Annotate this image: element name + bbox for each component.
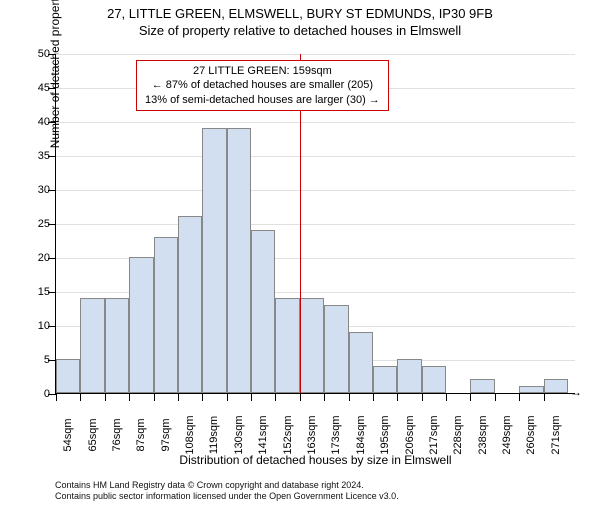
histogram-bar [519, 386, 543, 393]
x-tick [80, 393, 81, 401]
annotation-box: 27 LITTLE GREEN: 159sqm← 87% of detached… [136, 60, 389, 111]
x-tick-label: 173sqm [330, 413, 342, 457]
x-tick [470, 393, 471, 401]
chart-title: 27, LITTLE GREEN, ELMSWELL, BURY ST EDMU… [0, 6, 600, 21]
x-tick [227, 393, 228, 401]
x-tick [105, 393, 106, 401]
y-tick-label: 35 [24, 150, 50, 162]
x-tick-label: 97sqm [160, 413, 172, 457]
grid-line [56, 54, 575, 55]
right-arrow-icon: → [570, 385, 582, 399]
histogram-bar [178, 216, 202, 393]
histogram-bar [275, 298, 299, 393]
x-tick-label: 184sqm [355, 413, 367, 457]
histogram-bar [544, 379, 568, 393]
grid-line [56, 122, 575, 123]
x-tick [275, 393, 276, 401]
attribution: Contains HM Land Registry data © Crown c… [55, 480, 399, 502]
x-tick [397, 393, 398, 401]
x-tick [154, 393, 155, 401]
x-tick [56, 393, 57, 401]
annotation-line: 27 LITTLE GREEN: 159sqm [145, 64, 380, 78]
histogram-bar [105, 298, 129, 393]
x-tick [251, 393, 252, 401]
annotation-line: 13% of semi-detached houses are larger (… [145, 93, 380, 107]
x-tick-label: 108sqm [184, 413, 196, 457]
y-tick-label: 45 [24, 82, 50, 94]
x-tick-label: 249sqm [501, 413, 513, 457]
y-tick-label: 15 [24, 286, 50, 298]
histogram-bar [251, 230, 275, 393]
x-tick-label: 76sqm [111, 413, 123, 457]
x-tick [422, 393, 423, 401]
histogram-bar [227, 128, 251, 393]
x-tick-label: 152sqm [282, 413, 294, 457]
x-tick [519, 393, 520, 401]
x-tick-label: 87sqm [135, 413, 147, 457]
histogram-bar [80, 298, 104, 393]
annotation-line: ← 87% of detached houses are smaller (20… [145, 78, 380, 92]
grid-line [56, 190, 575, 191]
y-tick-label: 10 [24, 320, 50, 332]
grid-line [56, 224, 575, 225]
chart-subtitle: Size of property relative to detached ho… [0, 23, 600, 38]
histogram-bar [154, 237, 178, 393]
y-axis-label: Number of detached properties [48, 0, 62, 148]
histogram-bar [202, 128, 226, 393]
histogram-bar [397, 359, 421, 393]
x-tick-label: 271sqm [550, 413, 562, 457]
x-tick-label: 238sqm [477, 413, 489, 457]
attribution-line: Contains HM Land Registry data © Crown c… [55, 480, 399, 491]
x-tick-label: 195sqm [379, 413, 391, 457]
x-tick-label: 54sqm [62, 413, 74, 457]
x-tick-label: 65sqm [87, 413, 99, 457]
y-tick-label: 30 [24, 184, 50, 196]
x-tick-label: 141sqm [257, 413, 269, 457]
histogram-bar [373, 366, 397, 393]
x-tick [178, 393, 179, 401]
histogram-bar [470, 379, 494, 393]
x-tick [373, 393, 374, 401]
x-tick-label: 217sqm [428, 413, 440, 457]
chart-container: 27, LITTLE GREEN, ELMSWELL, BURY ST EDMU… [0, 6, 600, 506]
y-tick-label: 40 [24, 116, 50, 128]
histogram-bar [324, 305, 348, 393]
y-tick-label: 5 [24, 354, 50, 366]
y-tick-label: 20 [24, 252, 50, 264]
histogram-bar [300, 298, 324, 393]
x-tick-label: 163sqm [306, 413, 318, 457]
x-tick-label: 228sqm [452, 413, 464, 457]
x-tick [349, 393, 350, 401]
histogram-bar [349, 332, 373, 393]
x-tick [324, 393, 325, 401]
x-tick [300, 393, 301, 401]
x-tick [544, 393, 545, 401]
y-tick-label: 25 [24, 218, 50, 230]
y-tick-label: 0 [24, 388, 50, 400]
plot-area: Number of detached properties Distributi… [55, 54, 575, 394]
histogram-bar [56, 359, 80, 393]
histogram-bar [422, 366, 446, 393]
x-tick-label: 260sqm [525, 413, 537, 457]
x-tick-label: 119sqm [208, 413, 220, 457]
y-tick-label: 50 [24, 48, 50, 60]
histogram-bar [129, 257, 153, 393]
attribution-line: Contains public sector information licen… [55, 491, 399, 502]
x-tick [495, 393, 496, 401]
grid-line [56, 156, 575, 157]
x-tick [129, 393, 130, 401]
x-tick [202, 393, 203, 401]
x-tick-label: 206sqm [404, 413, 416, 457]
x-tick [446, 393, 447, 401]
x-tick-label: 130sqm [233, 413, 245, 457]
